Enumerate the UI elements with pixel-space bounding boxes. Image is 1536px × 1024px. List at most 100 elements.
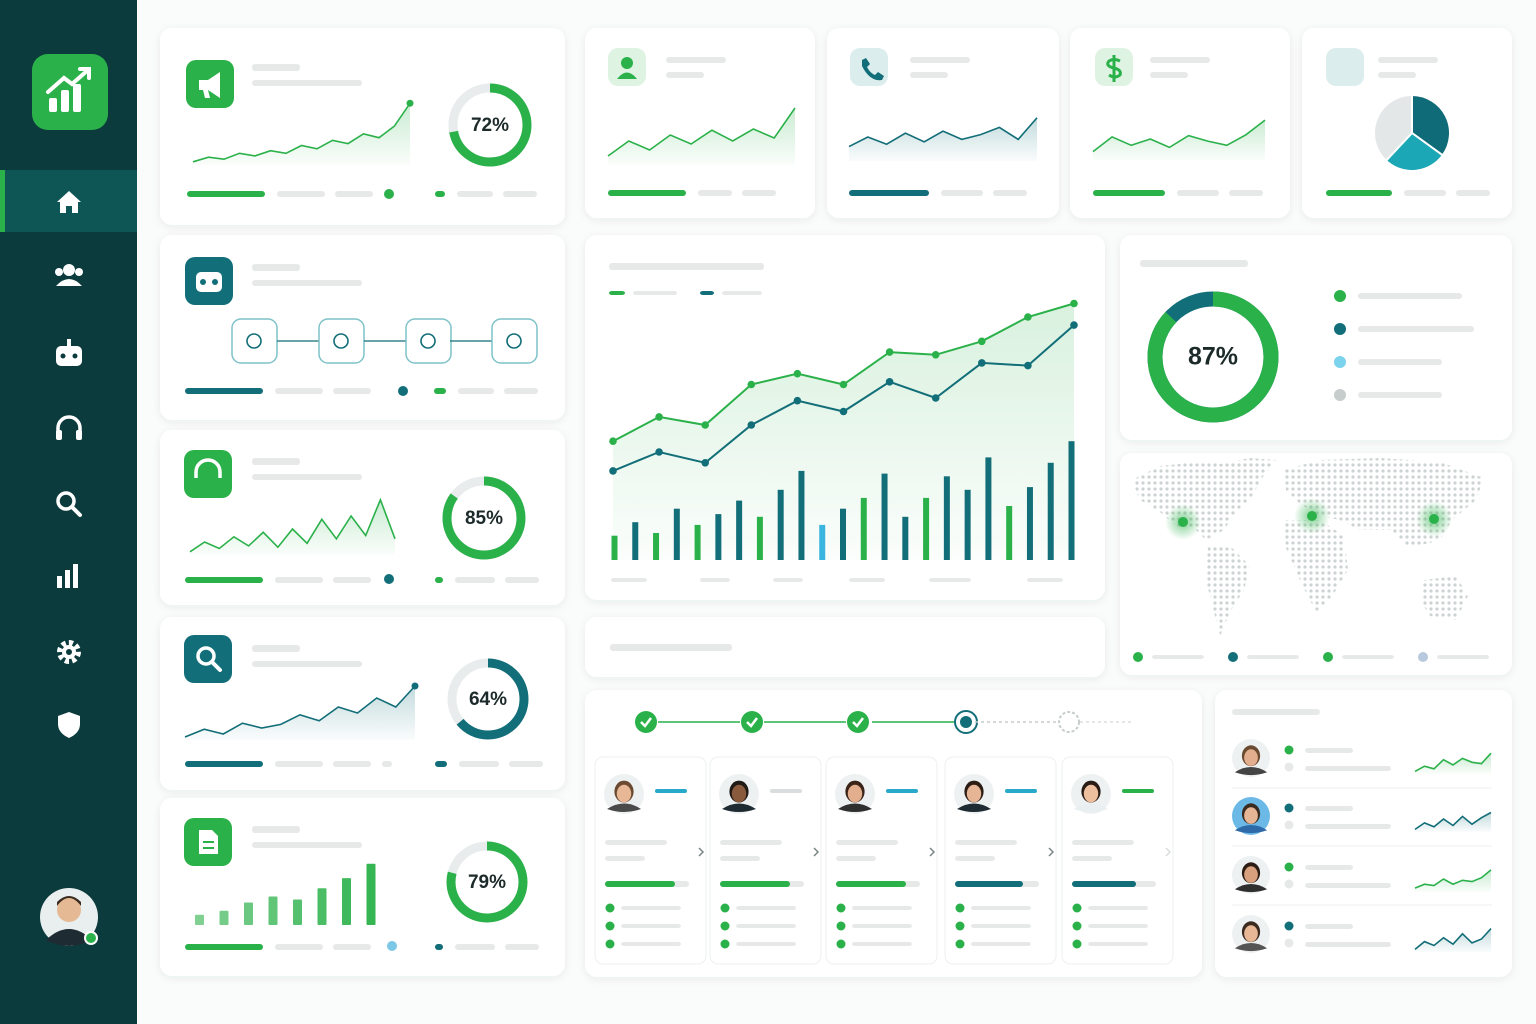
placeholder <box>852 906 912 910</box>
map-region <box>1420 576 1468 620</box>
placeholder <box>1072 856 1112 861</box>
nav-home[interactable] <box>57 191 81 213</box>
chart-bar <box>777 489 784 560</box>
placeholder <box>1305 942 1391 947</box>
workflow-node[interactable] <box>318 318 365 364</box>
placeholder <box>993 190 1027 196</box>
placeholder <box>275 761 323 767</box>
progress <box>1326 190 1392 196</box>
progress <box>435 944 443 950</box>
chart-point <box>885 378 894 386</box>
sparkline-end <box>411 682 419 690</box>
placeholder <box>1378 72 1416 78</box>
placeholder <box>736 924 796 928</box>
user-avatar[interactable] <box>40 888 98 946</box>
check-dot <box>955 939 965 949</box>
logo[interactable] <box>32 54 108 130</box>
placeholder <box>910 72 948 78</box>
map-region <box>1132 462 1262 540</box>
chevron <box>813 847 820 857</box>
nav-security[interactable] <box>58 712 80 738</box>
status-dot <box>1284 762 1294 772</box>
workflow-node[interactable] <box>491 318 538 364</box>
sparkline <box>1414 869 1492 889</box>
nav-support[interactable] <box>56 415 82 436</box>
icon <box>184 635 232 683</box>
chart-point <box>701 459 709 467</box>
chart-point <box>1070 321 1078 329</box>
placeholder <box>457 191 493 197</box>
nav-users[interactable] <box>55 264 83 286</box>
check-dot <box>1072 921 1082 931</box>
placeholder <box>275 577 323 583</box>
chart-point <box>609 467 617 475</box>
sparkline <box>1414 811 1492 831</box>
placeholder <box>700 578 730 582</box>
tag <box>770 789 802 793</box>
mini-bar <box>293 899 302 925</box>
placeholder <box>1305 766 1391 771</box>
placeholder <box>742 190 776 196</box>
placeholder <box>1358 359 1442 365</box>
chart-bar <box>756 516 763 560</box>
workflow-node[interactable] <box>231 318 278 364</box>
progress-fill <box>955 881 1023 887</box>
icon-glyph <box>199 72 220 98</box>
gauge-arc <box>447 658 529 740</box>
card <box>585 617 1105 677</box>
placeholder <box>605 856 645 861</box>
map-region <box>1284 520 1348 612</box>
placeholder <box>1229 190 1263 196</box>
placeholder <box>836 840 898 845</box>
avatar-shirt <box>607 803 641 812</box>
workflow-node[interactable] <box>405 318 452 364</box>
gauge-label: 64% <box>469 689 507 710</box>
placeholder <box>1177 190 1219 196</box>
check <box>852 717 864 728</box>
placeholder <box>1404 190 1446 196</box>
chart-point <box>839 380 848 389</box>
gauge-arc <box>1147 291 1279 423</box>
placeholder <box>941 190 983 196</box>
avatar-face <box>731 784 747 803</box>
placeholder <box>610 644 732 651</box>
placeholder <box>971 906 1031 910</box>
chart-bar <box>902 516 909 560</box>
nav-bot[interactable] <box>56 339 82 366</box>
nav-search[interactable] <box>56 491 82 517</box>
placeholder <box>605 840 667 845</box>
placeholder <box>1456 190 1490 196</box>
chart-point <box>839 407 848 416</box>
progress <box>185 577 263 583</box>
placeholder <box>275 388 323 394</box>
placeholder <box>1305 748 1353 753</box>
placeholder <box>252 264 300 271</box>
icon-glyph <box>1106 55 1122 82</box>
icon <box>1326 48 1364 86</box>
nav-reports[interactable] <box>57 564 78 588</box>
placeholder <box>1152 655 1204 659</box>
legend-dot <box>1334 389 1346 401</box>
icon-glyph <box>200 279 206 285</box>
placeholder <box>971 924 1031 928</box>
gauge-arc <box>442 476 526 560</box>
node-glyph <box>420 333 436 349</box>
placeholder <box>773 578 803 582</box>
placeholder <box>1072 840 1134 845</box>
chevron <box>929 847 936 857</box>
placeholder <box>252 474 362 480</box>
placeholder <box>1027 578 1063 582</box>
avatar-shirt <box>1234 825 1268 834</box>
placeholder <box>609 263 764 270</box>
chart-bar <box>881 473 888 560</box>
placeholder <box>722 291 762 295</box>
icon-glyph <box>617 72 637 79</box>
nav-settings[interactable] <box>57 640 81 664</box>
placeholder <box>720 856 760 861</box>
placeholder <box>505 577 539 583</box>
chart-point <box>609 437 617 446</box>
placeholder <box>700 291 714 295</box>
chart-bar <box>1026 487 1033 560</box>
